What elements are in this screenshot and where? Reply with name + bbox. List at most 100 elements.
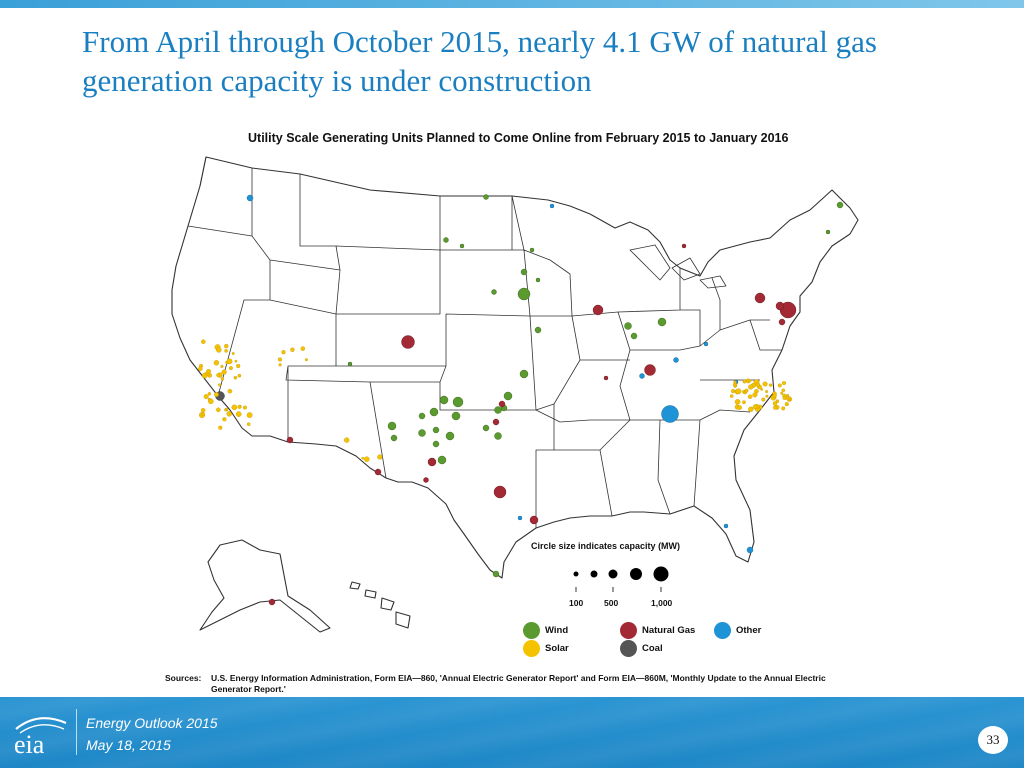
- wind-marker: [519, 369, 529, 379]
- wind-marker: [443, 237, 449, 243]
- solar-marker: [218, 425, 223, 430]
- natural-gas-marker: [493, 485, 507, 499]
- wind-marker: [517, 287, 531, 301]
- great-lakes: [629, 244, 727, 289]
- solar-marker: [752, 392, 758, 398]
- solar-marker: [224, 349, 228, 353]
- sources-text: U.S. Energy Information Administration, …: [211, 673, 826, 694]
- other-marker: [723, 523, 729, 529]
- natural-gas-marker: [681, 243, 687, 249]
- solar-marker: [277, 357, 283, 362]
- footer-date: May 18, 2015: [86, 737, 171, 753]
- eia-logo-text: eia: [14, 730, 45, 759]
- natural-gas-marker: [286, 436, 294, 444]
- solar-marker: [228, 366, 233, 371]
- other-marker: [517, 515, 523, 521]
- solar-marker: [235, 411, 242, 417]
- natural-gas-marker: [529, 515, 539, 525]
- solar-marker: [775, 399, 780, 403]
- solar-marker: [733, 384, 737, 388]
- legend-item-other: Other: [714, 622, 761, 639]
- other-marker: [703, 341, 709, 347]
- wind-marker: [390, 434, 398, 442]
- wind-marker: [451, 411, 461, 421]
- legend-item-wind: Wind: [523, 622, 568, 639]
- capacity-legend-title: Circle size indicates capacity (MW): [531, 541, 681, 551]
- map-title: Utility Scale Generating Units Planned t…: [248, 131, 789, 145]
- natural-gas-marker: [268, 598, 276, 606]
- wind-marker: [529, 247, 535, 253]
- wind-marker: [520, 268, 528, 276]
- solar-marker: [782, 381, 786, 386]
- solar-marker: [761, 397, 766, 402]
- solar-marker: [364, 456, 370, 462]
- other-marker: [639, 373, 645, 379]
- coal-swatch: [620, 640, 637, 657]
- eia-logo-swoosh: [15, 717, 67, 730]
- solar-marker: [361, 456, 365, 460]
- solar-marker: [281, 350, 286, 355]
- wind-marker: [387, 421, 397, 431]
- natural-gas-marker: [775, 301, 785, 311]
- sources-note: Sources: U.S. Energy Information Adminis…: [165, 673, 865, 695]
- legend-label: Coal: [642, 643, 663, 654]
- eia-logo-swoosh: [19, 724, 65, 734]
- solar-marker: [735, 388, 742, 395]
- wind-marker: [630, 332, 638, 340]
- other-marker: [661, 405, 679, 423]
- solar-marker: [734, 399, 741, 405]
- wind-marker: [491, 289, 497, 295]
- solar-marker: [208, 398, 214, 405]
- legend-item-natural-gas: Natural Gas: [620, 622, 695, 639]
- solar-marker: [220, 377, 225, 381]
- solar-marker: [198, 366, 203, 372]
- natural-gas-marker: [754, 292, 766, 304]
- solar-marker: [729, 394, 734, 398]
- solar-marker: [201, 339, 206, 344]
- size-label-500: 500: [604, 598, 619, 608]
- plant-markers: [198, 194, 844, 606]
- solar-marker: [748, 379, 752, 383]
- eia-logo: eia: [14, 717, 67, 759]
- solar-marker: [246, 422, 251, 426]
- wind-marker: [418, 429, 426, 437]
- alaska-outline: [199, 539, 331, 633]
- natural-gas-marker: [603, 375, 609, 381]
- natural-gas-marker: [401, 335, 415, 349]
- solar-marker: [224, 343, 229, 349]
- top-accent-stripe: [0, 0, 1024, 8]
- wind-marker: [429, 407, 439, 417]
- solar-marker: [768, 383, 773, 387]
- legend-item-coal: Coal: [620, 640, 663, 657]
- footer-event: Energy Outlook 2015: [86, 715, 218, 731]
- solar-marker: [772, 393, 777, 398]
- solar-marker: [785, 396, 790, 401]
- page-number: 33: [978, 726, 1008, 754]
- solar-marker: [752, 404, 758, 410]
- footer-sheen: [0, 697, 1024, 768]
- solar-marker: [731, 389, 736, 394]
- natural-gas-marker: [498, 400, 506, 408]
- wind-marker: [483, 194, 489, 200]
- solar-marker: [748, 384, 754, 390]
- natural-gas-marker: [492, 418, 500, 426]
- wind-marker: [482, 424, 490, 432]
- solar-marker: [755, 382, 760, 387]
- natural-gas-marker: [644, 364, 656, 376]
- size-legend-circle: [653, 566, 669, 582]
- solar-marker: [207, 392, 212, 396]
- natural-gas-marker: [374, 468, 382, 476]
- solar-marker: [234, 359, 238, 363]
- wind-marker: [825, 229, 831, 235]
- solar-marker: [237, 404, 242, 409]
- wind-marker: [347, 361, 353, 367]
- solar-marker: [777, 383, 782, 388]
- other-marker: [746, 546, 754, 554]
- solar-marker: [201, 412, 205, 416]
- solar-marker: [784, 402, 789, 407]
- other-marker: [673, 357, 679, 363]
- solar-marker: [216, 347, 222, 353]
- natural-gas-swatch: [620, 622, 637, 639]
- wind-swatch: [523, 622, 540, 639]
- size-legend-circle: [590, 570, 598, 578]
